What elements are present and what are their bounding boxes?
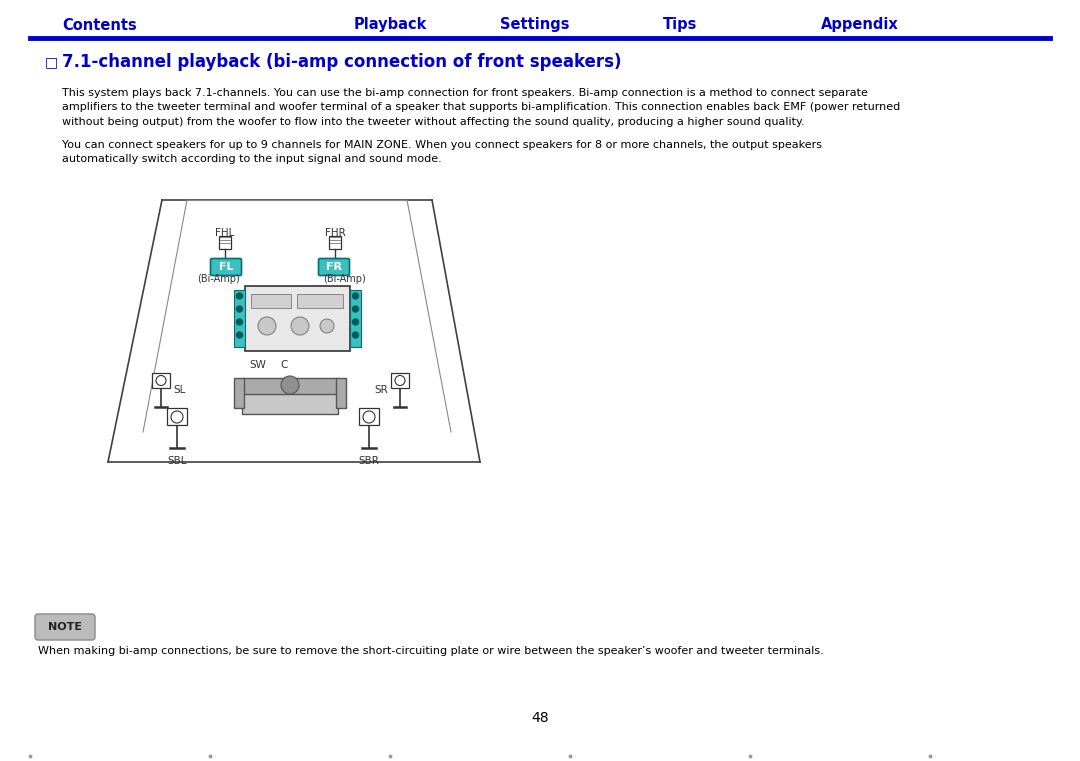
Bar [391,373,409,388]
Text: SBR: SBR [359,456,379,466]
Text: Settings: Settings [500,18,570,33]
Bar [219,236,231,249]
Circle shape [363,411,375,423]
Circle shape [352,319,359,325]
Text: SL: SL [173,385,186,395]
Circle shape [352,306,359,312]
FancyBboxPatch shape [211,259,242,275]
Text: SBL: SBL [167,456,187,466]
Text: FHR: FHR [325,228,346,238]
Text: □: □ [45,55,58,69]
Circle shape [258,317,276,335]
Text: This system plays back 7.1-channels. You can use the bi-amp connection for front: This system plays back 7.1-channels. You… [62,88,901,127]
Text: 48: 48 [531,711,549,725]
Text: NOTE: NOTE [48,622,82,632]
Text: FL: FL [219,262,233,272]
Bar [242,378,338,394]
Circle shape [352,332,359,338]
Bar [152,373,170,388]
Text: Appendix: Appendix [821,18,899,33]
Bar [167,408,187,425]
Text: (Bi-Amp): (Bi-Amp) [323,274,365,284]
FancyBboxPatch shape [319,259,350,275]
Bar [359,408,379,425]
Text: (Bi-Amp): (Bi-Amp) [197,274,240,284]
Text: 7.1-channel playback (bi-amp connection of front speakers): 7.1-channel playback (bi-amp connection … [62,53,621,71]
Text: C: C [281,360,287,370]
Circle shape [156,375,166,386]
Circle shape [171,411,183,423]
Bar [329,236,341,249]
Bar [245,286,350,351]
Bar [336,378,346,408]
Text: Playback: Playback [353,18,427,33]
Text: When making bi-amp connections, be sure to remove the short-circuiting plate or : When making bi-amp connections, be sure … [38,646,824,656]
Text: Tips: Tips [663,18,698,33]
Circle shape [281,376,299,394]
Text: You can connect speakers for up to 9 channels for MAIN ZONE. When you connect sp: You can connect speakers for up to 9 cha… [62,140,822,164]
Circle shape [320,319,334,333]
Circle shape [352,293,359,299]
Circle shape [291,317,309,335]
Text: Contents: Contents [63,18,137,33]
FancyBboxPatch shape [35,614,95,640]
Text: FR: FR [326,262,342,272]
Bar [297,294,343,308]
Circle shape [237,332,243,338]
Circle shape [395,375,405,386]
Circle shape [237,319,243,325]
Bar [251,294,291,308]
Text: SW: SW [249,360,267,370]
Text: FHL: FHL [215,228,234,238]
Bar [242,392,338,414]
Text: SR: SR [375,385,388,395]
Circle shape [237,293,243,299]
Bar [234,378,244,408]
Bar [234,290,245,347]
Bar [350,290,361,347]
Circle shape [237,306,243,312]
